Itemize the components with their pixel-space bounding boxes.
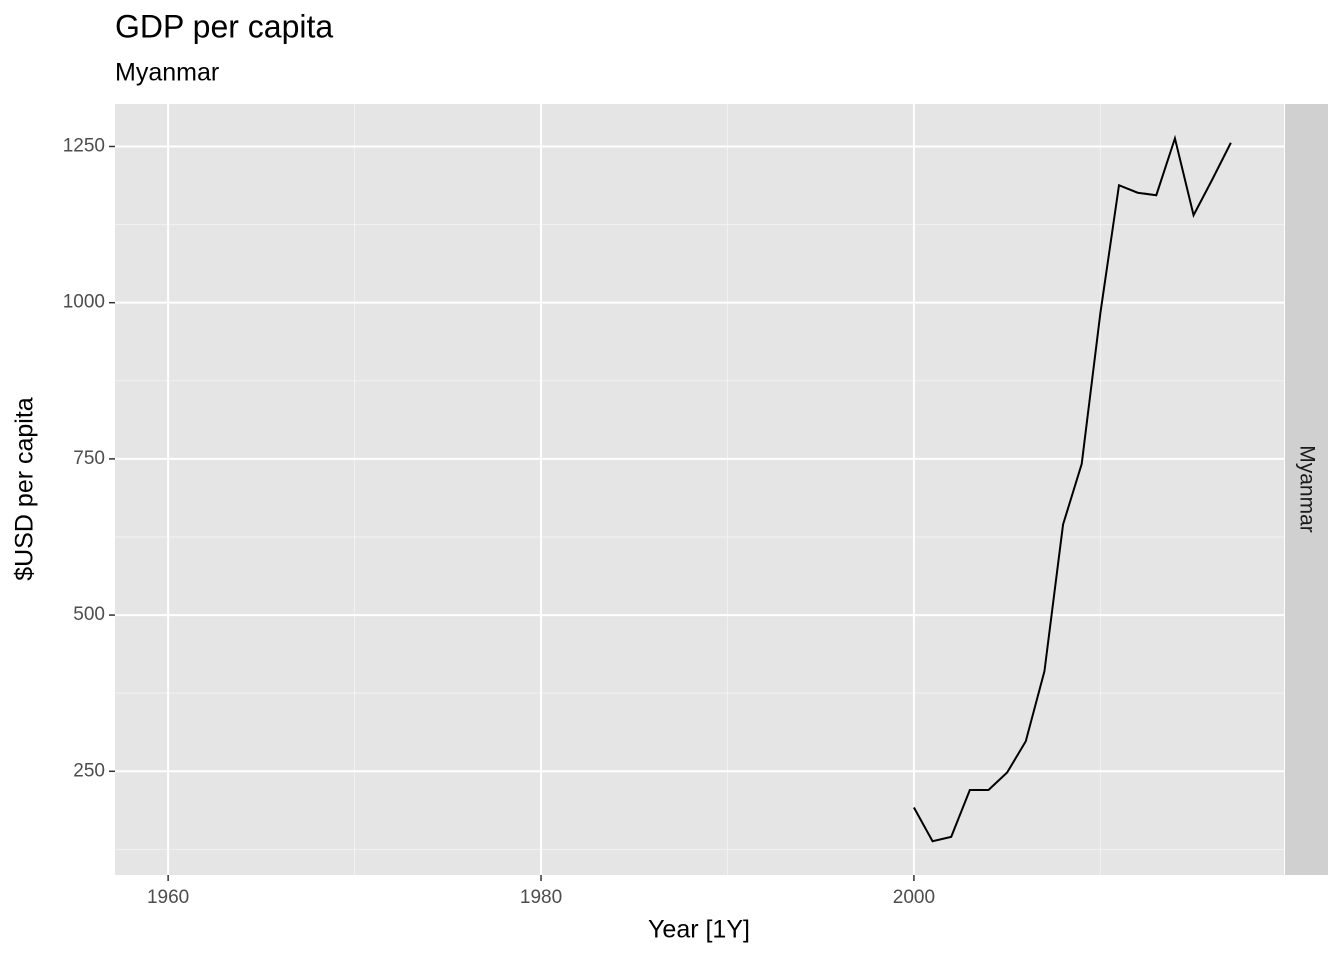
y-tick-label: 500 (73, 604, 105, 625)
y-tick-label: 1250 (63, 136, 105, 157)
chart-subtitle: Myanmar (115, 59, 219, 87)
x-tick-label: 2000 (893, 887, 935, 908)
y-tick-label: 250 (73, 760, 105, 781)
data-line (913, 134, 1232, 843)
chart-title: GDP per capita (115, 8, 333, 44)
y-axis-title: $USD per capita (11, 397, 39, 581)
x-tick-label: 1960 (147, 887, 189, 908)
y-tick-label: 750 (73, 448, 105, 469)
panel (115, 104, 1284, 875)
y-tick-label: 1000 (63, 292, 105, 313)
facet-strip (1285, 104, 1328, 875)
x-tick-label: 1980 (520, 887, 562, 908)
x-axis-title: Year [1Y] (648, 916, 750, 944)
facet-label: Myanmar (1295, 445, 1318, 533)
